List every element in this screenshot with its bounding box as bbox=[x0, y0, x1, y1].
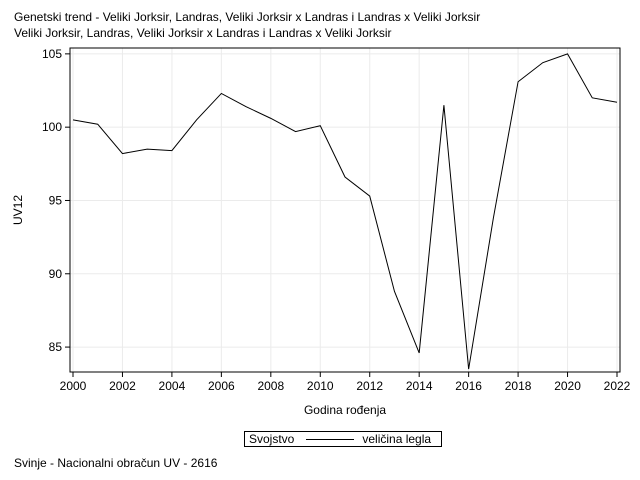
y-axis-title: UV12 bbox=[11, 195, 25, 225]
x-tick-label: 2022 bbox=[604, 379, 631, 393]
x-tick-label: 2020 bbox=[554, 379, 581, 393]
x-tick-label: 2014 bbox=[406, 379, 433, 393]
y-tick-label: 90 bbox=[49, 267, 63, 281]
y-tick-label: 100 bbox=[42, 120, 62, 134]
series-layer bbox=[72, 53, 618, 370]
y-tick-label: 85 bbox=[49, 340, 63, 354]
x-tick-label: 2006 bbox=[208, 379, 235, 393]
plot-frame bbox=[69, 47, 621, 373]
y-tick-label: 95 bbox=[49, 193, 63, 207]
x-axis-title: Godina rođenja bbox=[304, 403, 386, 417]
chart-title-line-2: Veliki Jorksir, Landras, Veliki Jorksir … bbox=[14, 26, 392, 40]
axis-ticks: 2000 2002 2004 2006 2008 2010 2012 2014 2016 2018… bbox=[42, 47, 631, 393]
footnote: Svinje - Nacionalni obračun UV - 2616 bbox=[14, 456, 218, 470]
x-tick-label: 2012 bbox=[356, 379, 383, 393]
legend: Svojstvo veličina legla bbox=[244, 431, 442, 447]
legend-swatch-line bbox=[306, 438, 355, 440]
legend-entry-label: veličina legla bbox=[362, 432, 432, 446]
grid bbox=[70, 48, 620, 372]
series-line-velicina-legla bbox=[72, 53, 618, 370]
x-tick-label: 2018 bbox=[505, 379, 532, 393]
legend-title: Svojstvo bbox=[249, 432, 295, 446]
y-tick-label: 105 bbox=[42, 47, 62, 61]
x-tick-label: 2016 bbox=[455, 379, 482, 393]
x-tick-label: 2004 bbox=[159, 379, 186, 393]
x-tick-label: 2008 bbox=[257, 379, 284, 393]
chart-title-line-1: Genetski trend - Veliki Jorksir, Landras… bbox=[14, 10, 481, 24]
x-tick-label: 2000 bbox=[60, 379, 87, 393]
x-tick-label: 2010 bbox=[307, 379, 334, 393]
x-tick-label: 2002 bbox=[109, 379, 136, 393]
